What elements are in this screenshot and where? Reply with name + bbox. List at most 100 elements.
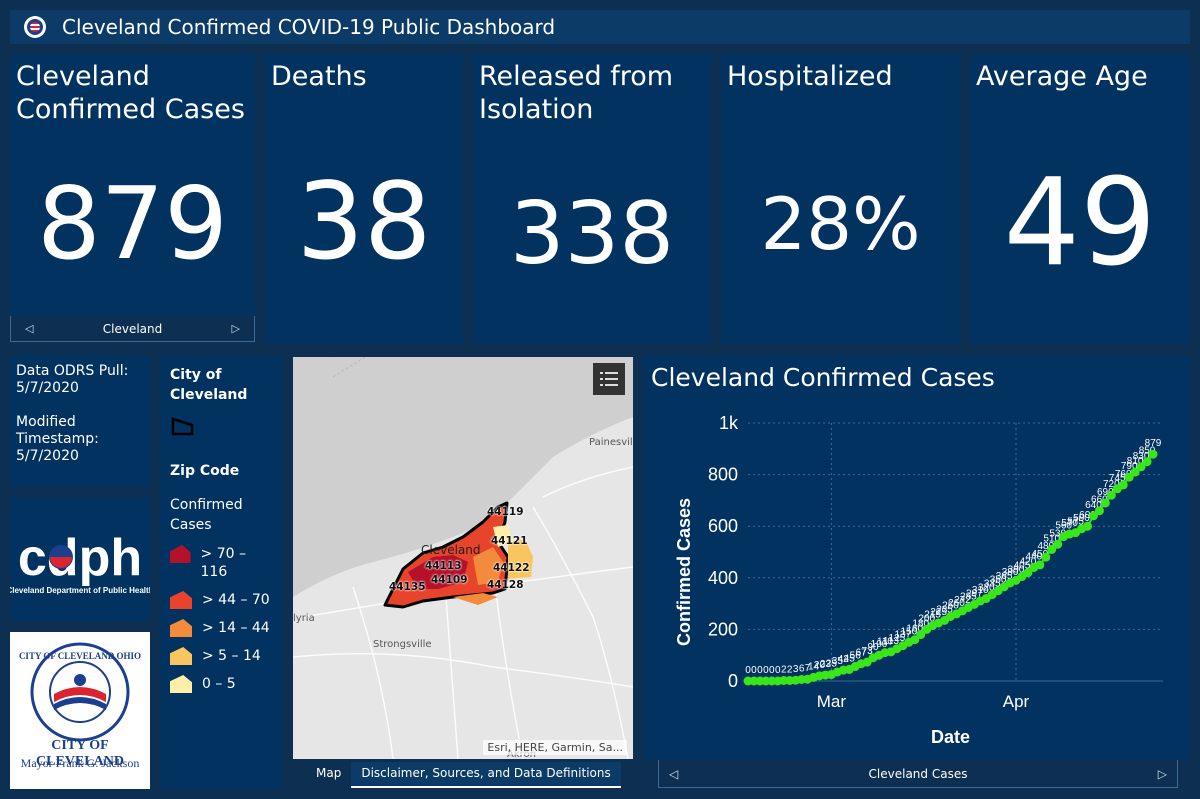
data-point [1142,457,1152,467]
cdph-subtitle: Cleveland Department of Public Health [10,586,150,595]
y-tick-label: 0 [728,671,738,691]
data-label: 297 [966,588,983,599]
legend-city-title: City of Cleveland [170,367,248,403]
data-label: 745 [1109,473,1126,484]
previous-arrow-icon[interactable]: ◁ [669,766,679,781]
data-label: 0 [757,665,763,676]
stat-value: 49 [1003,154,1157,293]
x-tick-label: Mar [817,692,847,711]
data-label: 450 [1031,549,1048,560]
legend-swatch [170,619,192,637]
legend-swatch [170,675,192,693]
data-label: 335 [984,579,1001,590]
data-label: 510 [1043,533,1060,544]
data-label: 575 [1067,517,1084,528]
data-label: 113 [883,636,899,647]
data-label: 0 [763,665,769,676]
data-point [1100,498,1110,508]
data-point [1148,449,1158,459]
modified-label: Modified Timestamp: [16,414,99,447]
data-label: 110 [877,637,893,648]
stat-label: Hospitalized [727,61,893,92]
city-seal-icon: CITY OF CLEVELAND OHIO [19,642,141,742]
data-label: 405 [1014,561,1031,572]
next-arrow-icon[interactable]: ▷ [1157,766,1167,781]
data-label: 215 [924,610,941,621]
legend-row: > 44 – 70 [170,591,272,609]
data-label: 235 [936,604,953,615]
data-label: 365 [996,571,1013,582]
map-attribution[interactable]: Esri, HERE, Garmin, Sa... [483,740,627,755]
data-point [916,630,926,640]
x-axis-title: Date [931,727,970,747]
city-seal-icon [24,16,46,38]
data-point [1023,568,1033,578]
data-pull-date: 5/7/2020 [16,380,79,396]
dashboard-header: Cleveland Confirmed COVID-19 Public Dash… [10,10,1190,44]
data-label: 350 [990,575,1007,586]
data-label: 160 [906,624,923,635]
data-label: 73 [862,646,874,657]
next-arrow-icon[interactable]: ▷ [231,322,240,335]
stat-label: Deaths [271,61,367,92]
map-basemap [293,357,633,759]
data-point [1118,480,1128,490]
data-label: 0 [751,665,757,676]
stat-card-confirmed: Cleveland Confirmed Cases 879 [10,54,255,316]
legend-row: > 5 – 14 [170,647,272,665]
city-logo-card: CITY OF CLEVELAND OHIO CITY OF CLEVELAND… [10,632,150,789]
data-point [1088,511,1098,521]
data-label: 390 [1008,564,1025,575]
data-label: 720 [1103,479,1120,490]
data-label: 879 [1145,438,1162,449]
data-label: 35 [832,656,844,667]
tab-disclaimer[interactable]: Disclaimer, Sources, and Data Definition… [351,762,621,788]
data-point [1053,539,1063,549]
zip-label: 44122 [493,562,530,574]
stat-card-average-age: Average Age 49 [970,54,1190,344]
y-axis-title: Confirmed Cases [674,498,694,646]
data-point [910,635,920,645]
data-label: 320 [978,582,995,593]
data-label: 20 [814,660,826,671]
data-label: 2 [787,664,793,675]
data-point [1136,462,1146,472]
stat-label: Released from Isolation [479,61,674,125]
confirmed-cases-nav: ◁ Cleveland ▷ [10,316,255,342]
map-legend: City of Cleveland Zip Code Confirmed Cas… [160,355,282,789]
data-label: 14 [808,661,820,672]
legend-row: > 14 – 44 [170,619,272,637]
chart-nav-label: Cleveland Cases [868,766,968,781]
layer-list-icon[interactable] [593,363,625,395]
map-tabs: Map Disclaimer, Sources, and Data Defini… [306,762,621,788]
legend-zip-title: Zip Code [170,463,240,479]
data-point [1130,467,1140,477]
data-label: 67 [856,648,868,659]
data-label: 380 [1002,567,1019,578]
previous-arrow-icon[interactable]: ◁ [25,322,34,335]
stat-label: Average Age [976,61,1148,92]
stat-label: Cleveland Confirmed Cases [16,61,245,125]
data-point [1035,560,1045,570]
data-point [1041,552,1051,562]
data-label: 420 [1020,557,1037,568]
legend-label: > 14 – 44 [202,620,270,636]
stat-value: 28% [760,182,921,266]
city-name: CITY OF CLEVELAND [36,738,124,769]
data-label: 590 [1073,513,1090,524]
zip-code-map[interactable]: Painesville Cleveland lyria Strongsville… [293,357,633,759]
tab-map[interactable]: Map [316,766,342,780]
data-label: 600 [1079,510,1096,521]
cases-chart-panel: Cleveland Confirmed Cases 0 200 400 600 800 1… [643,355,1190,760]
data-label: 23 [820,659,832,670]
y-tick-label: 1k [719,413,739,433]
chart-nav: ◁ Cleveland Cases ▷ [658,760,1178,788]
mayor-name: Mayor Frank G. Jackson [20,756,140,770]
legend-label: > 70 – 116 [200,546,246,580]
data-label: 560 [1055,521,1072,532]
data-label: 42 [838,654,850,665]
stat-card-released: Released from Isolation 338 [473,54,711,344]
stat-value: 879 [37,165,228,282]
data-label: 640 [1085,500,1102,511]
